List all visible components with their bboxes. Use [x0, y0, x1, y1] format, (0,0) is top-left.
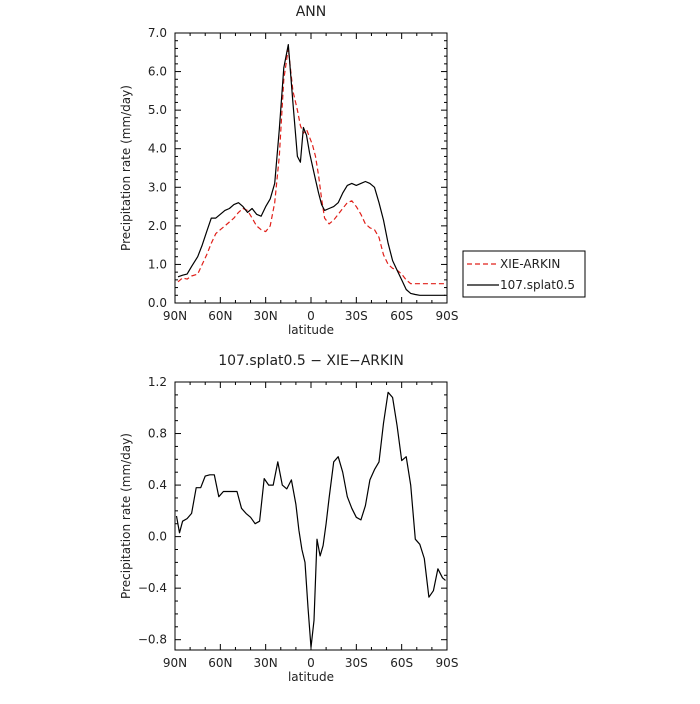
x-tick-label: 60S — [390, 656, 413, 670]
x-tick-label: 30S — [345, 309, 368, 323]
y-tick-label: 0.4 — [148, 478, 167, 492]
x-tick-label: 60N — [208, 656, 232, 670]
y-tick-label: −0.4 — [138, 581, 167, 595]
x-tick-label: 0 — [307, 309, 315, 323]
x-tick-label: 30N — [254, 309, 278, 323]
x-axis-label: latitude — [288, 670, 334, 684]
x-tick-label: 30S — [345, 656, 368, 670]
y-tick-label: 6.0 — [148, 65, 167, 79]
x-tick-label: 60S — [390, 309, 413, 323]
x-tick-label: 90N — [163, 656, 187, 670]
y-tick-label: 1.0 — [148, 257, 167, 271]
y-tick-label: 3.0 — [148, 180, 167, 194]
series-line-107-splat0-5 — [177, 43, 446, 296]
x-tick-label: 30N — [254, 656, 278, 670]
y-tick-label: −0.8 — [138, 633, 167, 647]
y-tick-label: 2.0 — [148, 219, 167, 233]
y-tick-label: 7.0 — [148, 26, 167, 40]
legend-box — [462, 250, 586, 298]
series-line-xie-arkin — [177, 47, 446, 285]
x-tick-label: 90S — [436, 309, 459, 323]
legend-label: 107.splat0.5 — [500, 278, 575, 292]
series-line-diff-0 — [175, 391, 446, 649]
x-tick-label: 60N — [208, 309, 232, 323]
y-axis-label: Precipitation rate (mm/day) — [119, 85, 133, 251]
x-tick-label: 90N — [163, 309, 187, 323]
y-tick-label: 4.0 — [148, 142, 167, 156]
chart-title: 107.splat0.5 − XIE−ARKIN — [218, 353, 404, 369]
plot-frame — [174, 381, 448, 651]
y-tick-label: 5.0 — [148, 103, 167, 117]
y-tick-label: 1.2 — [148, 375, 167, 389]
x-tick-label: 90S — [436, 656, 459, 670]
y-axis-label: Precipitation rate (mm/day) — [119, 433, 133, 599]
plot-frame — [174, 32, 448, 304]
y-tick-label: 0.8 — [148, 427, 167, 441]
chart-title: ANN — [296, 4, 327, 20]
y-tick-label: 0.0 — [148, 296, 167, 310]
legend-label: XIE-ARKIN — [500, 257, 560, 271]
y-tick-label: 0.0 — [148, 530, 167, 544]
x-axis-label: latitude — [288, 323, 334, 337]
x-tick-label: 0 — [307, 656, 315, 670]
